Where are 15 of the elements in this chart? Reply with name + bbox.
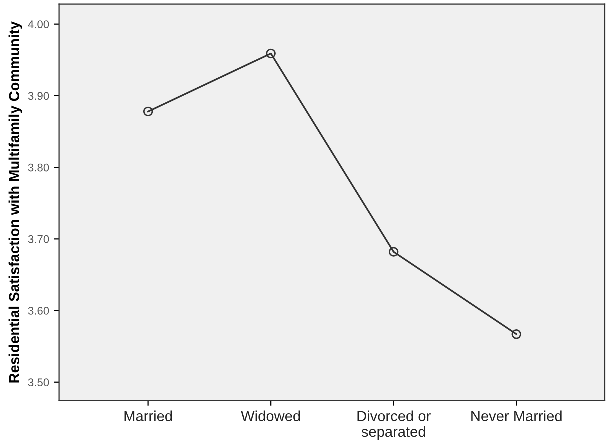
x-tick-label: Divorced or separated (358, 410, 431, 440)
y-tick-label: 3.80 (28, 164, 50, 172)
x-tick-label: Married (124, 410, 172, 422)
y-tick-label: 3.60 (28, 307, 50, 315)
point (266, 48, 276, 59)
x-tick-label: Widowed (241, 410, 300, 422)
y-tick-label: 3.70 (28, 235, 50, 244)
y-axis-title: Residential Satisfaction with Multifamily Community (8, 22, 22, 383)
x-tick-label: Never Married (472, 410, 562, 422)
point (388, 247, 399, 257)
point (512, 330, 522, 340)
y-tick-label: 3.50 (28, 378, 50, 387)
y-tick-label: 3.90 (28, 92, 50, 100)
y-tick-label: 4.00 (28, 20, 50, 28)
point (143, 106, 154, 117)
